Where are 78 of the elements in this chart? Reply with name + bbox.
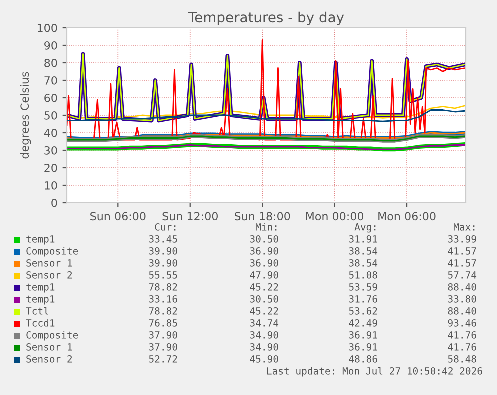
text: Cur: (155, 223, 176, 231)
legend-label: Tccd1 (26, 319, 55, 327)
y-tick-label: 0 (52, 198, 58, 208)
text: 45.22 (250, 307, 278, 315)
text: 47.90 (250, 271, 278, 279)
y-tick-label: 40 (44, 128, 58, 138)
text: 51.08 (349, 271, 378, 279)
y-tick-label: 10 (45, 181, 58, 190)
text: 45.90 (250, 355, 278, 363)
text: Last update: Mon Jul 27 10:50:42 2026 (267, 367, 482, 377)
text: 78.82 (149, 283, 178, 291)
text: Max: (454, 224, 475, 231)
text: 33.16 (149, 295, 178, 303)
text: 30.50 (250, 235, 278, 243)
text: 39.90 (149, 247, 178, 255)
x-tick-label: Sun 06:00 (90, 212, 146, 221)
legend-label: temp1 (26, 284, 55, 293)
y-tick-label: 20 (44, 164, 58, 172)
y-tick-label: 100 (38, 24, 58, 32)
text: 55.55 (149, 272, 178, 279)
text: 38.54 (349, 259, 378, 267)
legend-label: Composite (26, 247, 78, 257)
legend-label: Composite (26, 331, 78, 341)
legend-label: temp1 (26, 236, 55, 245)
y-tick-label: 30 (44, 146, 58, 155)
text: 33.99 (448, 235, 476, 243)
legend-label: temp1 (26, 296, 55, 305)
y-axis-title: degrees Celsius (20, 72, 32, 159)
text: 42.49 (349, 319, 378, 327)
y-tick-label: 50 (44, 111, 58, 120)
text: 36.91 (349, 343, 378, 351)
legend-label: Tctl (26, 307, 48, 315)
y-tick-label: 80 (44, 58, 58, 68)
text: Min: (256, 223, 277, 231)
text: 58.48 (448, 355, 476, 363)
text: 52.72 (149, 355, 178, 363)
legend-label: Sensor 1 (26, 259, 72, 267)
text: 36.91 (349, 331, 378, 339)
text: 41.57 (448, 248, 476, 255)
y-tick-label: 60 (44, 94, 58, 102)
text: 93.46 (448, 319, 476, 327)
y-tick-label: 90 (44, 41, 58, 50)
text: 41.76 (448, 331, 476, 339)
x-tick-label: Sun 12:00 (162, 212, 218, 221)
text: 76.85 (149, 319, 178, 327)
x-tick-label: Mon 00:00 (306, 212, 364, 221)
chart-title: Temperatures - by day (188, 12, 344, 26)
legend-label: Sensor 2 (26, 271, 72, 279)
x-tick-label: Sun 18:00 (234, 212, 290, 221)
text: 34.74 (250, 319, 279, 327)
text: 41.57 (448, 260, 476, 267)
text: 31.76 (349, 295, 378, 303)
text: 36.90 (250, 247, 278, 255)
text: Avg: (354, 224, 376, 233)
text: 53.59 (349, 283, 378, 291)
text: 48.86 (349, 355, 378, 363)
text: 57.74 (448, 272, 477, 279)
text: 37.90 (149, 343, 178, 351)
text: 39.90 (149, 259, 178, 267)
text: 34.90 (250, 343, 278, 351)
text: 38.54 (349, 247, 378, 255)
text: 33.45 (149, 235, 178, 243)
text: 37.90 (149, 331, 178, 339)
text: 53.62 (349, 307, 378, 315)
y-tick-label: 70 (44, 76, 58, 85)
text: 33.80 (448, 295, 476, 303)
text: 45.22 (250, 283, 278, 291)
legend-label: Sensor 2 (26, 355, 72, 363)
text: 88.40 (448, 283, 476, 291)
text: 30.50 (250, 295, 278, 303)
legend-label: Sensor 1 (26, 343, 72, 351)
text: 34.90 (250, 331, 278, 339)
text: 78.82 (149, 307, 178, 315)
text: 31.91 (349, 235, 378, 243)
text: 36.90 (250, 259, 278, 267)
text: 88.40 (448, 307, 476, 315)
x-tick-label: Mon 06:00 (378, 212, 436, 221)
text: 41.76 (448, 343, 476, 351)
